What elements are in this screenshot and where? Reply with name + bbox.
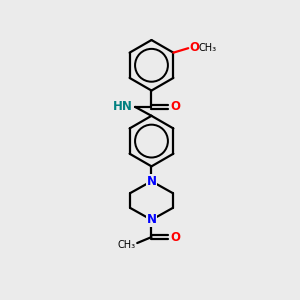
Text: HN: HN	[113, 100, 133, 113]
Text: CH₃: CH₃	[118, 239, 136, 250]
Text: CH₃: CH₃	[199, 43, 217, 53]
Text: O: O	[189, 41, 199, 54]
Text: N: N	[146, 175, 157, 188]
Text: O: O	[170, 100, 180, 113]
Text: N: N	[146, 213, 157, 226]
Text: O: O	[170, 231, 180, 244]
